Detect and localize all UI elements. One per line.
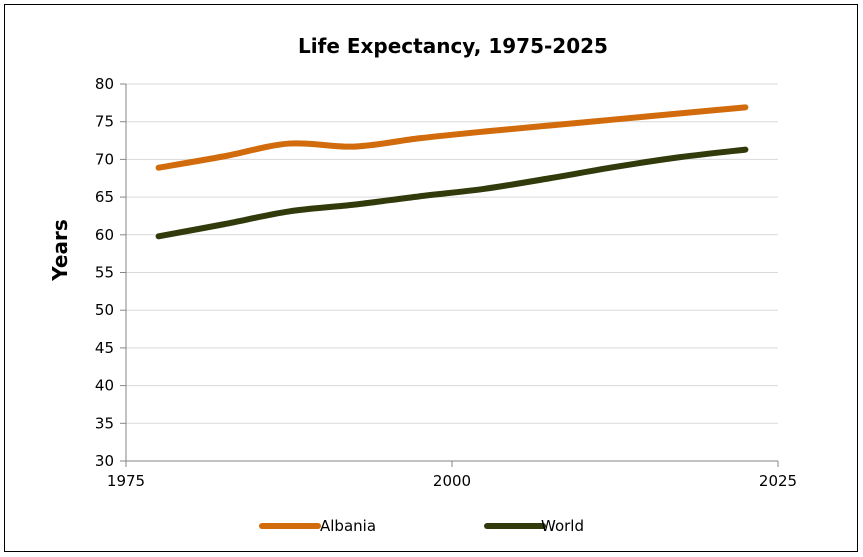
series-line-world bbox=[155, 146, 749, 240]
y-tick-label: 70 bbox=[95, 150, 114, 168]
series-lines bbox=[155, 104, 749, 240]
x-tick-labels: 1975 2000 2025 bbox=[107, 472, 797, 490]
x-tick-label: 1975 bbox=[107, 472, 145, 490]
y-tick-label: 55 bbox=[95, 264, 114, 282]
x-tick-label: 2000 bbox=[433, 472, 471, 490]
chart-title: Life Expectancy, 1975-2025 bbox=[298, 34, 608, 58]
y-tick-label: 50 bbox=[95, 301, 114, 319]
y-axis-label: Years bbox=[48, 219, 72, 281]
series-line-albania bbox=[155, 104, 749, 171]
y-tick-label: 80 bbox=[95, 75, 114, 93]
y-tick-label: 40 bbox=[95, 377, 114, 395]
y-tick-labels: 30 35 40 45 50 55 60 65 70 75 80 bbox=[95, 75, 114, 470]
y-tick-label: 30 bbox=[95, 452, 114, 470]
legend-label-albania: Albania bbox=[320, 517, 376, 535]
y-tick-label: 75 bbox=[95, 113, 114, 131]
x-tick-label: 2025 bbox=[759, 472, 797, 490]
legend-label-world: World bbox=[541, 517, 584, 535]
y-tick-label: 45 bbox=[95, 339, 114, 357]
y-tick-label: 60 bbox=[95, 226, 114, 244]
axes bbox=[120, 83, 779, 467]
y-tick-label: 65 bbox=[95, 188, 114, 206]
legend: Albania World bbox=[259, 517, 584, 535]
y-tick-label: 35 bbox=[95, 414, 114, 432]
gridlines bbox=[126, 83, 778, 424]
